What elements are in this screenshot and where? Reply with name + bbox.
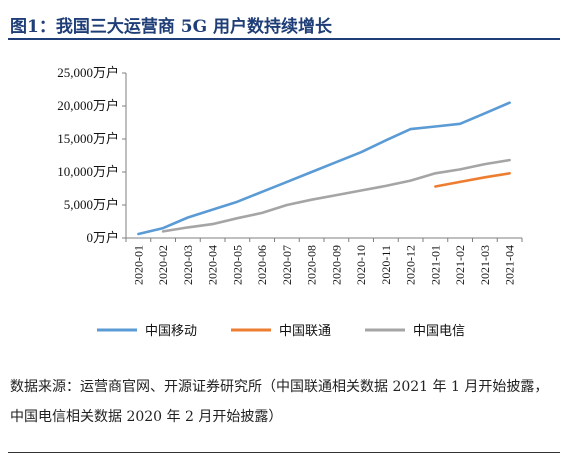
axes: 0万户 5,000万户 10,000万户 15,000万户 20,000万户 25,000… <box>57 65 523 285</box>
x-tick-label: 2021-04 <box>503 245 517 285</box>
series-line <box>137 101 511 236</box>
legend-label: 中国移动 <box>145 324 197 339</box>
legend-label: 中国联通 <box>279 324 331 339</box>
x-tick-label: 2020-07 <box>280 245 294 285</box>
legend-label: 中国电信 <box>413 324 465 339</box>
bottom-rule <box>8 452 560 453</box>
figure-title: 图1：我国三大运营商 5G 用户数持续增长 <box>10 17 333 37</box>
x-tick-label: 2020-02 <box>156 245 170 285</box>
series-line <box>434 172 511 188</box>
x-tick-label: 2020-10 <box>354 245 368 285</box>
y-tick-label: 5,000万户 <box>64 197 119 212</box>
y-tick-label: 0万户 <box>86 230 119 245</box>
x-tick-label: 2020-05 <box>230 245 244 285</box>
x-tick-label: 2020-01 <box>131 245 145 285</box>
line-chart: 0万户 5,000万户 10,000万户 15,000万户 20,000万户 25,000… <box>57 65 523 339</box>
x-tick-label: 2021-02 <box>453 245 467 285</box>
figure-header: 图1：我国三大运营商 5G 用户数持续增长 <box>0 0 568 40</box>
y-tick-label: 25,000万户 <box>57 65 119 80</box>
x-tick-label: 2020-12 <box>404 245 418 285</box>
x-tick-label: 2020-11 <box>379 245 393 285</box>
x-tick-label: 2020-09 <box>329 245 343 285</box>
x-tick-label: 2021-03 <box>478 245 492 285</box>
x-tick-label: 2020-04 <box>206 245 220 285</box>
series-lines <box>137 101 511 236</box>
x-tick-label: 2020-06 <box>255 245 269 285</box>
y-tick-label: 20,000万户 <box>57 98 119 113</box>
legend: 中国移动 中国联通 中国电信 <box>97 324 465 339</box>
x-tick-label: 2021-01 <box>428 245 442 285</box>
source-note: 数据来源：运营商官网、开源证券研究所（中国联通相关数据 2021 年 1 月开始… <box>10 379 549 425</box>
title-rule <box>8 38 560 40</box>
y-tick-label: 15,000万户 <box>57 131 119 146</box>
series-line <box>161 158 511 233</box>
y-tick-label: 10,000万户 <box>57 164 119 179</box>
x-tick-label: 2020-08 <box>305 245 319 285</box>
x-tick-label: 2020-03 <box>181 245 195 285</box>
